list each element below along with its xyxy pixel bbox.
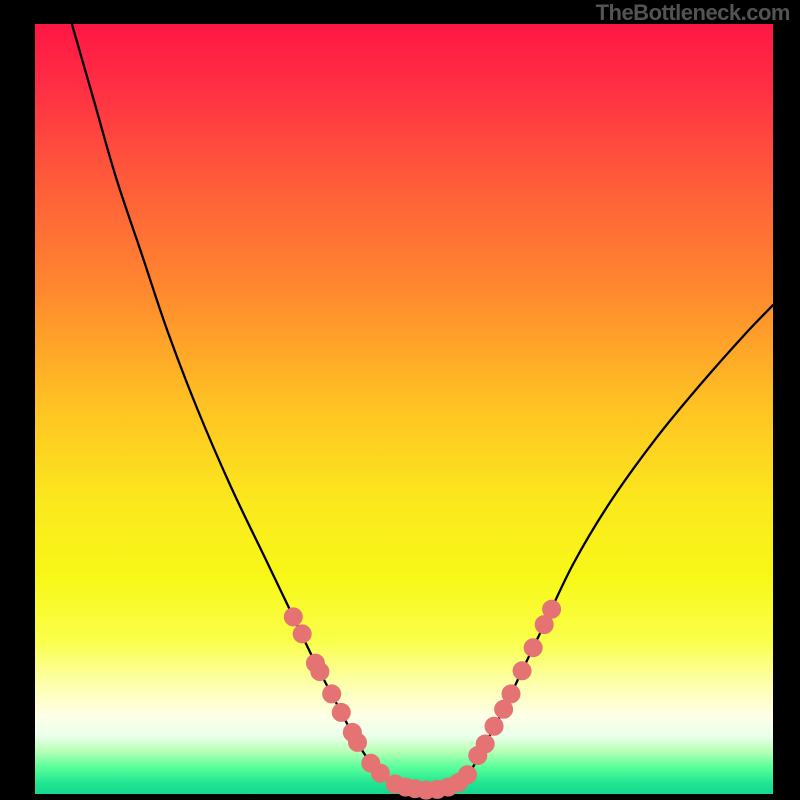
- watermark-text: TheBottleneck.com: [596, 0, 790, 26]
- data-point: [476, 735, 494, 753]
- data-point: [458, 766, 476, 784]
- data-point: [543, 600, 561, 618]
- data-point: [284, 608, 302, 626]
- data-point: [323, 685, 341, 703]
- bottleneck-chart: [0, 0, 800, 800]
- data-point: [485, 717, 503, 735]
- data-point: [371, 764, 389, 782]
- data-point: [502, 685, 520, 703]
- data-point: [524, 639, 542, 657]
- data-point: [513, 662, 531, 680]
- chart-container: TheBottleneck.com: [0, 0, 800, 800]
- data-point: [293, 625, 311, 643]
- data-point: [332, 703, 350, 721]
- data-point: [349, 733, 367, 751]
- data-point: [311, 663, 329, 681]
- plot-background: [35, 24, 773, 794]
